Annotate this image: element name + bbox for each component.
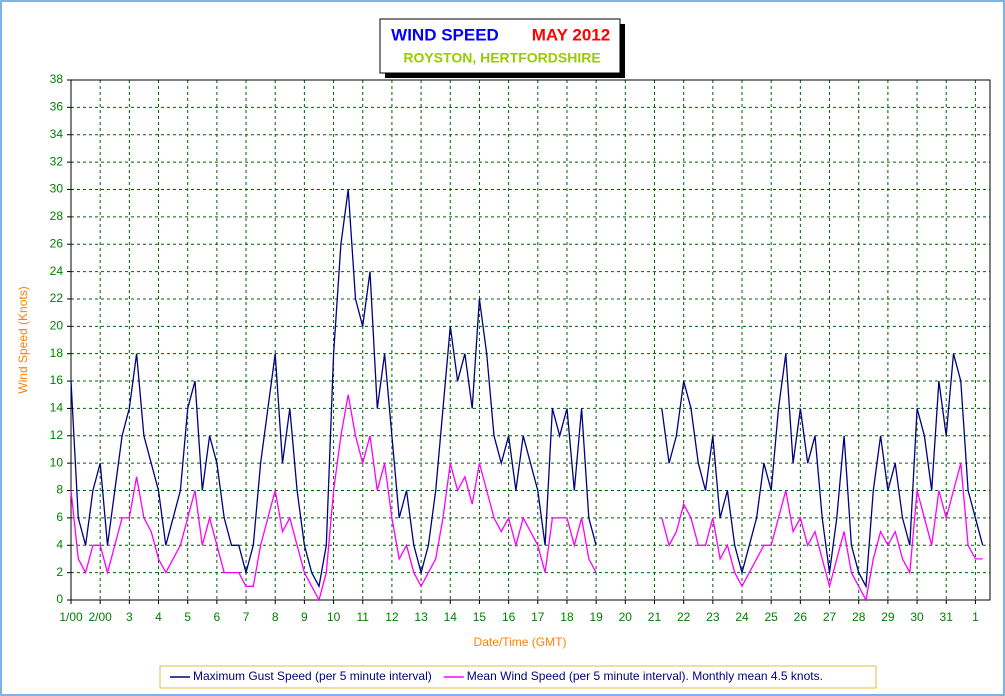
legend (159, 665, 877, 689)
x-tick-label: 15 (473, 610, 487, 624)
x-tick-label: 11 (357, 610, 370, 624)
x-tick-label: 10 (327, 610, 341, 624)
x-tick-label: 4 (155, 610, 162, 624)
chart-subtitle: ROYSTON, HERTFORDSHIRE (403, 50, 600, 66)
x-tick-label: 31 (940, 610, 954, 624)
legend-label: Mean Wind Speed (per 5 minute interval).… (467, 669, 823, 683)
x-tick-label: 7 (243, 610, 250, 624)
y-tick-label: 12 (50, 428, 64, 442)
x-tick-label: 5 (184, 610, 191, 624)
y-tick-label: 14 (50, 401, 64, 415)
x-tick-label: 24 (735, 610, 749, 624)
x-tick-label: 17 (531, 610, 545, 624)
x-tick-label: 29 (881, 610, 895, 624)
y-tick-label: 34 (50, 127, 64, 141)
y-tick-label: 0 (56, 592, 63, 606)
x-tick-label: 1 (972, 610, 979, 624)
y-tick-label: 8 (56, 483, 63, 497)
y-tick-label: 36 (50, 100, 64, 114)
series-line (70, 189, 984, 589)
x-axis-label: Date/Time (GMT) (474, 635, 567, 649)
x-tick-label: 1/00 (59, 610, 83, 624)
chart-title-date: MAY 2012 (532, 25, 610, 44)
y-tick-label: 38 (50, 72, 64, 86)
y-tick-label: 32 (50, 154, 64, 168)
x-tick-label: 21 (648, 610, 662, 624)
x-tick-label: 19 (589, 610, 603, 624)
x-tick-label: 16 (502, 610, 516, 624)
x-tick-label: 20 (619, 610, 633, 624)
y-tick-label: 2 (56, 565, 63, 579)
x-tick-label: 2/00 (88, 610, 112, 624)
x-tick-label: 27 (823, 610, 837, 624)
x-tick-label: 23 (706, 610, 720, 624)
y-tick-label: 20 (50, 318, 64, 332)
x-tick-label: 22 (677, 610, 691, 624)
x-tick-label: 8 (272, 610, 279, 624)
x-tick-label: 12 (385, 610, 399, 624)
y-tick-label: 16 (50, 373, 64, 387)
legend-label: Maximum Gust Speed (per 5 minute interva… (193, 669, 432, 683)
y-tick-label: 4 (56, 537, 63, 551)
x-tick-label: 6 (214, 610, 221, 624)
x-tick-label: 26 (794, 610, 808, 624)
chart-title: WIND SPEED (391, 25, 499, 44)
x-tick-label: 30 (910, 610, 924, 624)
title-box (379, 18, 621, 74)
plot-border (70, 79, 991, 601)
y-tick-label: 26 (50, 236, 64, 250)
series-line (70, 394, 983, 602)
y-tick-label: 10 (50, 455, 64, 469)
x-tick-label: 28 (852, 610, 866, 624)
x-tick-label: 9 (301, 610, 308, 624)
x-tick-label: 18 (560, 610, 574, 624)
y-tick-label: 18 (50, 346, 64, 360)
y-axis-label: Wind Speed (Knots) (16, 286, 30, 393)
y-tick-label: 30 (50, 182, 64, 196)
x-tick-label: 13 (414, 610, 428, 624)
y-tick-label: 22 (50, 291, 64, 305)
x-tick-label: 25 (765, 610, 779, 624)
y-tick-label: 24 (50, 264, 64, 278)
x-tick-label: 14 (444, 610, 458, 624)
x-tick-label: 3 (126, 610, 133, 624)
y-tick-label: 28 (50, 209, 64, 223)
y-tick-label: 6 (56, 510, 63, 524)
